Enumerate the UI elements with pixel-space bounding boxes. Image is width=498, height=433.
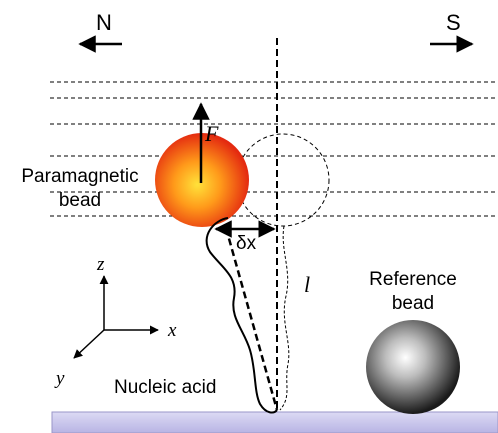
- delta-x-label: δx: [236, 233, 257, 254]
- reference-bead-label-line2: bead: [392, 293, 434, 314]
- nucleic-acid-tether: [205, 217, 278, 414]
- paramagnetic-bead-label-line1: Paramagnetic: [21, 166, 138, 187]
- south-label: S: [446, 10, 461, 35]
- north-label: N: [96, 10, 112, 35]
- force-label: F: [204, 121, 219, 146]
- paramagnetic-bead-label-line2: bead: [59, 190, 101, 211]
- length-label: l: [304, 272, 310, 297]
- coordinate-axes: z x y: [54, 254, 177, 389]
- nucleic-acid-label: Nucleic acid: [114, 377, 216, 398]
- x-axis-label: x: [167, 320, 177, 341]
- reference-bead-label-line1: Reference: [369, 269, 457, 290]
- tether-chord-line: [224, 227, 279, 411]
- field-lines: [50, 81, 498, 217]
- y-axis-label: y: [54, 368, 65, 389]
- z-axis-label: z: [96, 254, 105, 275]
- equilibrium-tether: [279, 225, 290, 411]
- equilibrium-bead-outline: [236, 133, 330, 227]
- y-axis: [73, 329, 105, 359]
- surface: [51, 411, 498, 433]
- reference-bead: [366, 320, 460, 414]
